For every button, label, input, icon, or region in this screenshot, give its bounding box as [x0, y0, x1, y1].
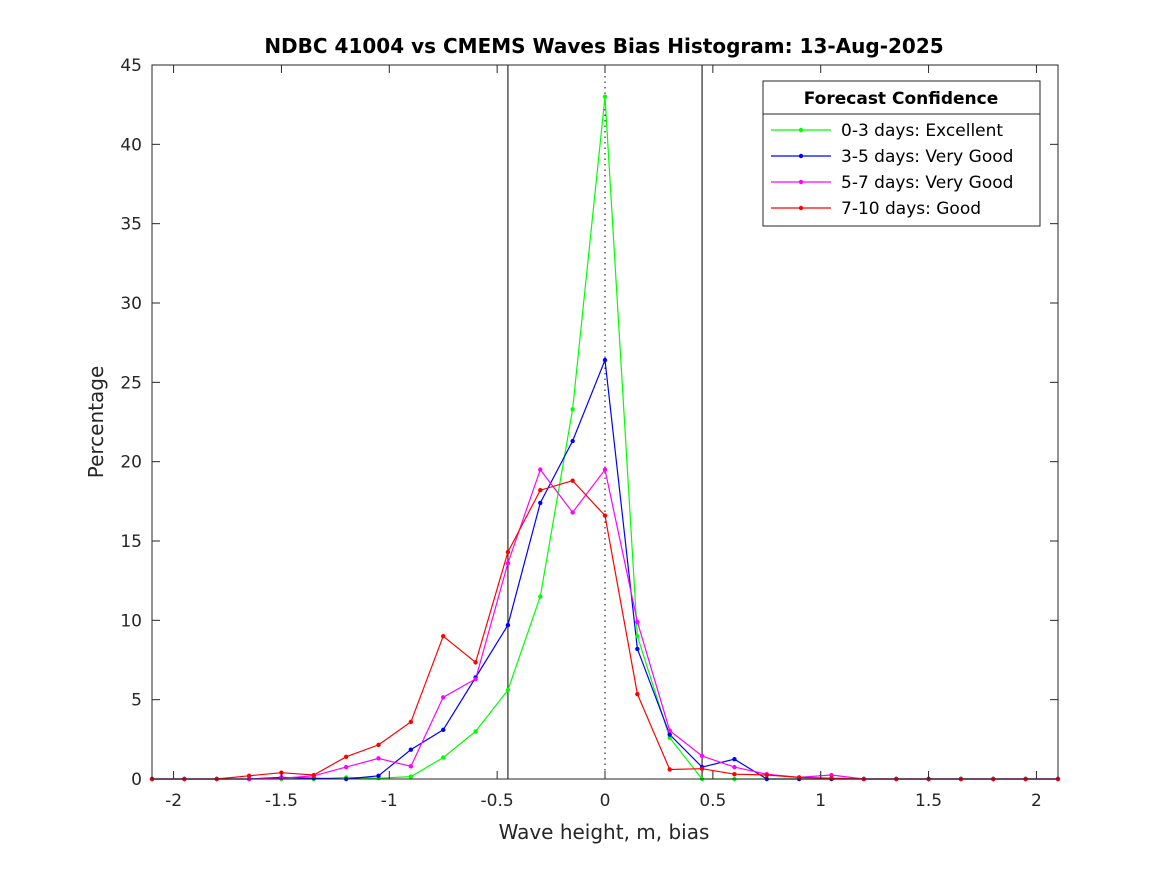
x-tick-label: 0.5: [699, 791, 726, 811]
data-point: [667, 728, 672, 733]
x-tick-label: -1.5: [265, 791, 298, 811]
data-point: [699, 753, 705, 759]
data-point: [602, 513, 608, 518]
y-tick-label: 30: [120, 294, 142, 314]
data-point: [699, 766, 705, 771]
data-point: [473, 729, 478, 734]
data-point: [408, 719, 414, 725]
data-point: [408, 774, 414, 779]
legend-label-2: 3-5 days: Very Good: [841, 147, 1013, 167]
y-tick-label: 25: [120, 373, 142, 393]
y-tick-label: 0: [131, 770, 142, 790]
y-axis-label: Percentage: [84, 366, 108, 479]
x-tick-label: 1.5: [915, 791, 942, 811]
data-point: [829, 776, 834, 781]
legend: Forecast Confidence 0-3 days: Excellent 3…: [762, 80, 1041, 227]
legend-entries: 0-3 days: Excellent 3-5 days: Very Good 5-…: [771, 121, 1013, 219]
data-point: [764, 772, 769, 778]
data-point: [473, 660, 478, 665]
data-point: [311, 772, 316, 778]
data-point: [343, 764, 349, 770]
data-point: [441, 695, 446, 700]
data-point: [376, 756, 381, 761]
chart-title: NDBC 41004 vs CMEMS Waves Bias Histogram…: [264, 34, 943, 58]
legend-marker-3: [798, 179, 804, 185]
legend-box: [762, 80, 1041, 227]
data-point: [505, 622, 511, 628]
x-tick-label: 2: [1031, 791, 1042, 811]
data-point: [538, 594, 543, 599]
y-tick-label: 15: [120, 532, 142, 552]
data-point: [635, 634, 640, 639]
data-point: [246, 773, 252, 779]
legend-label-1: 0-3 days: Excellent: [841, 121, 1003, 141]
y-tick-label: 5: [131, 691, 142, 711]
y-tick-label: 20: [120, 453, 142, 473]
x-tick-label: 0: [600, 791, 611, 811]
data-point: [602, 94, 608, 99]
data-point: [376, 773, 381, 779]
legend-marker-1: [798, 127, 804, 133]
data-point: [829, 772, 834, 778]
data-point: [570, 407, 575, 412]
y-tick-label: 45: [120, 56, 142, 76]
data-point: [635, 619, 640, 625]
x-tick-label: 1: [815, 791, 826, 811]
x-tick-label: -1: [381, 791, 398, 811]
legend-title: Forecast Confidence: [804, 89, 999, 109]
data-point: [635, 691, 640, 697]
data-point: [408, 747, 414, 752]
data-point: [538, 500, 543, 506]
legend-marker-4: [798, 205, 804, 211]
legend-label-4: 7-10 days: Good: [841, 199, 981, 219]
legend-label-3: 5-7 days: Very Good: [841, 173, 1013, 193]
y-tick-label: 35: [120, 215, 142, 235]
data-point: [732, 764, 737, 770]
data-point: [667, 735, 672, 740]
reference-lines: [507, 65, 703, 779]
data-point: [602, 467, 608, 472]
y-tick-label: 40: [120, 135, 142, 155]
data-point: [570, 478, 575, 483]
data-point: [343, 754, 349, 759]
x-tick-label: -0.5: [481, 791, 514, 811]
data-point: [602, 357, 608, 363]
data-point: [505, 561, 511, 566]
data-point: [505, 687, 511, 693]
x-axis-label: Wave height, m, bias: [499, 820, 710, 844]
data-point: [732, 756, 737, 762]
data-point: [408, 764, 414, 769]
data-point: [376, 742, 381, 748]
data-point: [441, 755, 446, 760]
data-point: [538, 488, 543, 493]
y-tick-label: 10: [120, 611, 142, 631]
data-point: [570, 510, 575, 515]
x-axis-ticks: -2 -1.5 -1 -0.5 0 0.5 1 1.5 2: [165, 65, 1042, 811]
data-point: [732, 772, 737, 777]
data-point: [505, 549, 511, 555]
data-point: [667, 732, 672, 737]
data-point: [635, 646, 640, 652]
legend-marker-2: [798, 153, 804, 159]
x-tick-label: -2: [165, 791, 182, 811]
data-point: [667, 767, 672, 772]
data-point: [441, 727, 446, 733]
data-point: [538, 467, 543, 472]
data-point: [441, 634, 446, 639]
data-point: [570, 438, 575, 444]
y-axis-ticks: 0 5 10 15 20 25 30 35 40 45: [120, 56, 1058, 790]
data-point: [473, 676, 478, 682]
